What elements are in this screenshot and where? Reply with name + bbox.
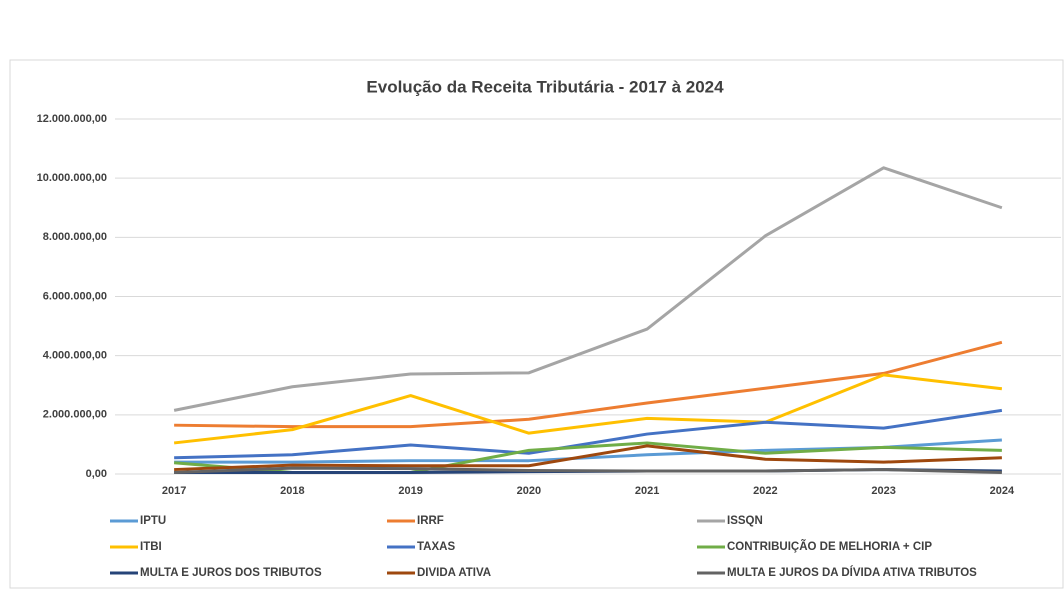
x-tick-label: 2017 bbox=[162, 485, 186, 497]
x-tick-label: 2018 bbox=[280, 485, 304, 497]
y-tick-label: 0,00 bbox=[86, 468, 107, 480]
y-tick-label: 8.000.000,00 bbox=[43, 231, 107, 243]
series-line bbox=[173, 166, 1003, 412]
y-tick-label: 2.000.000,00 bbox=[43, 409, 107, 421]
legend-label: DIVIDA ATIVA bbox=[417, 567, 491, 579]
legend-label: ITBI bbox=[140, 541, 162, 553]
y-tick-label: 4.000.000,00 bbox=[43, 350, 107, 362]
legend-label: MULTA E JUROS DOS TRIBUTOS bbox=[140, 567, 322, 579]
y-tick-label: 6.000.000,00 bbox=[43, 290, 107, 302]
x-tick-label: 2019 bbox=[398, 485, 422, 497]
chart-frame bbox=[9, 59, 1064, 589]
legend-label: CONTRIBUIÇÃO DE MELHORIA + CIP bbox=[727, 540, 932, 553]
series-line bbox=[174, 408, 1003, 460]
series-line bbox=[174, 340, 1003, 429]
legend-label: IPTU bbox=[140, 515, 166, 527]
legend-label: TAXAS bbox=[417, 541, 455, 553]
chart-title: Evolução da Receita Tributária - 2017 à … bbox=[366, 77, 724, 96]
legend-label: MULTA E JUROS DA DÍVIDA ATIVA TRIBUTOS bbox=[727, 566, 977, 579]
x-tick-label: 2020 bbox=[517, 485, 541, 497]
series-line bbox=[174, 466, 1002, 475]
series-line bbox=[173, 373, 1003, 445]
legend-label: IRRF bbox=[417, 515, 444, 527]
y-tick-label: 12.000.000,00 bbox=[37, 113, 107, 125]
x-tick-label: 2022 bbox=[753, 485, 777, 497]
x-tick-label: 2024 bbox=[990, 485, 1015, 497]
y-tick-label: 10.000.000,00 bbox=[37, 172, 107, 184]
series-line bbox=[174, 444, 1002, 472]
x-tick-label: 2023 bbox=[871, 485, 895, 497]
x-tick-label: 2021 bbox=[635, 485, 659, 497]
legend-label: ISSQN bbox=[727, 515, 763, 527]
